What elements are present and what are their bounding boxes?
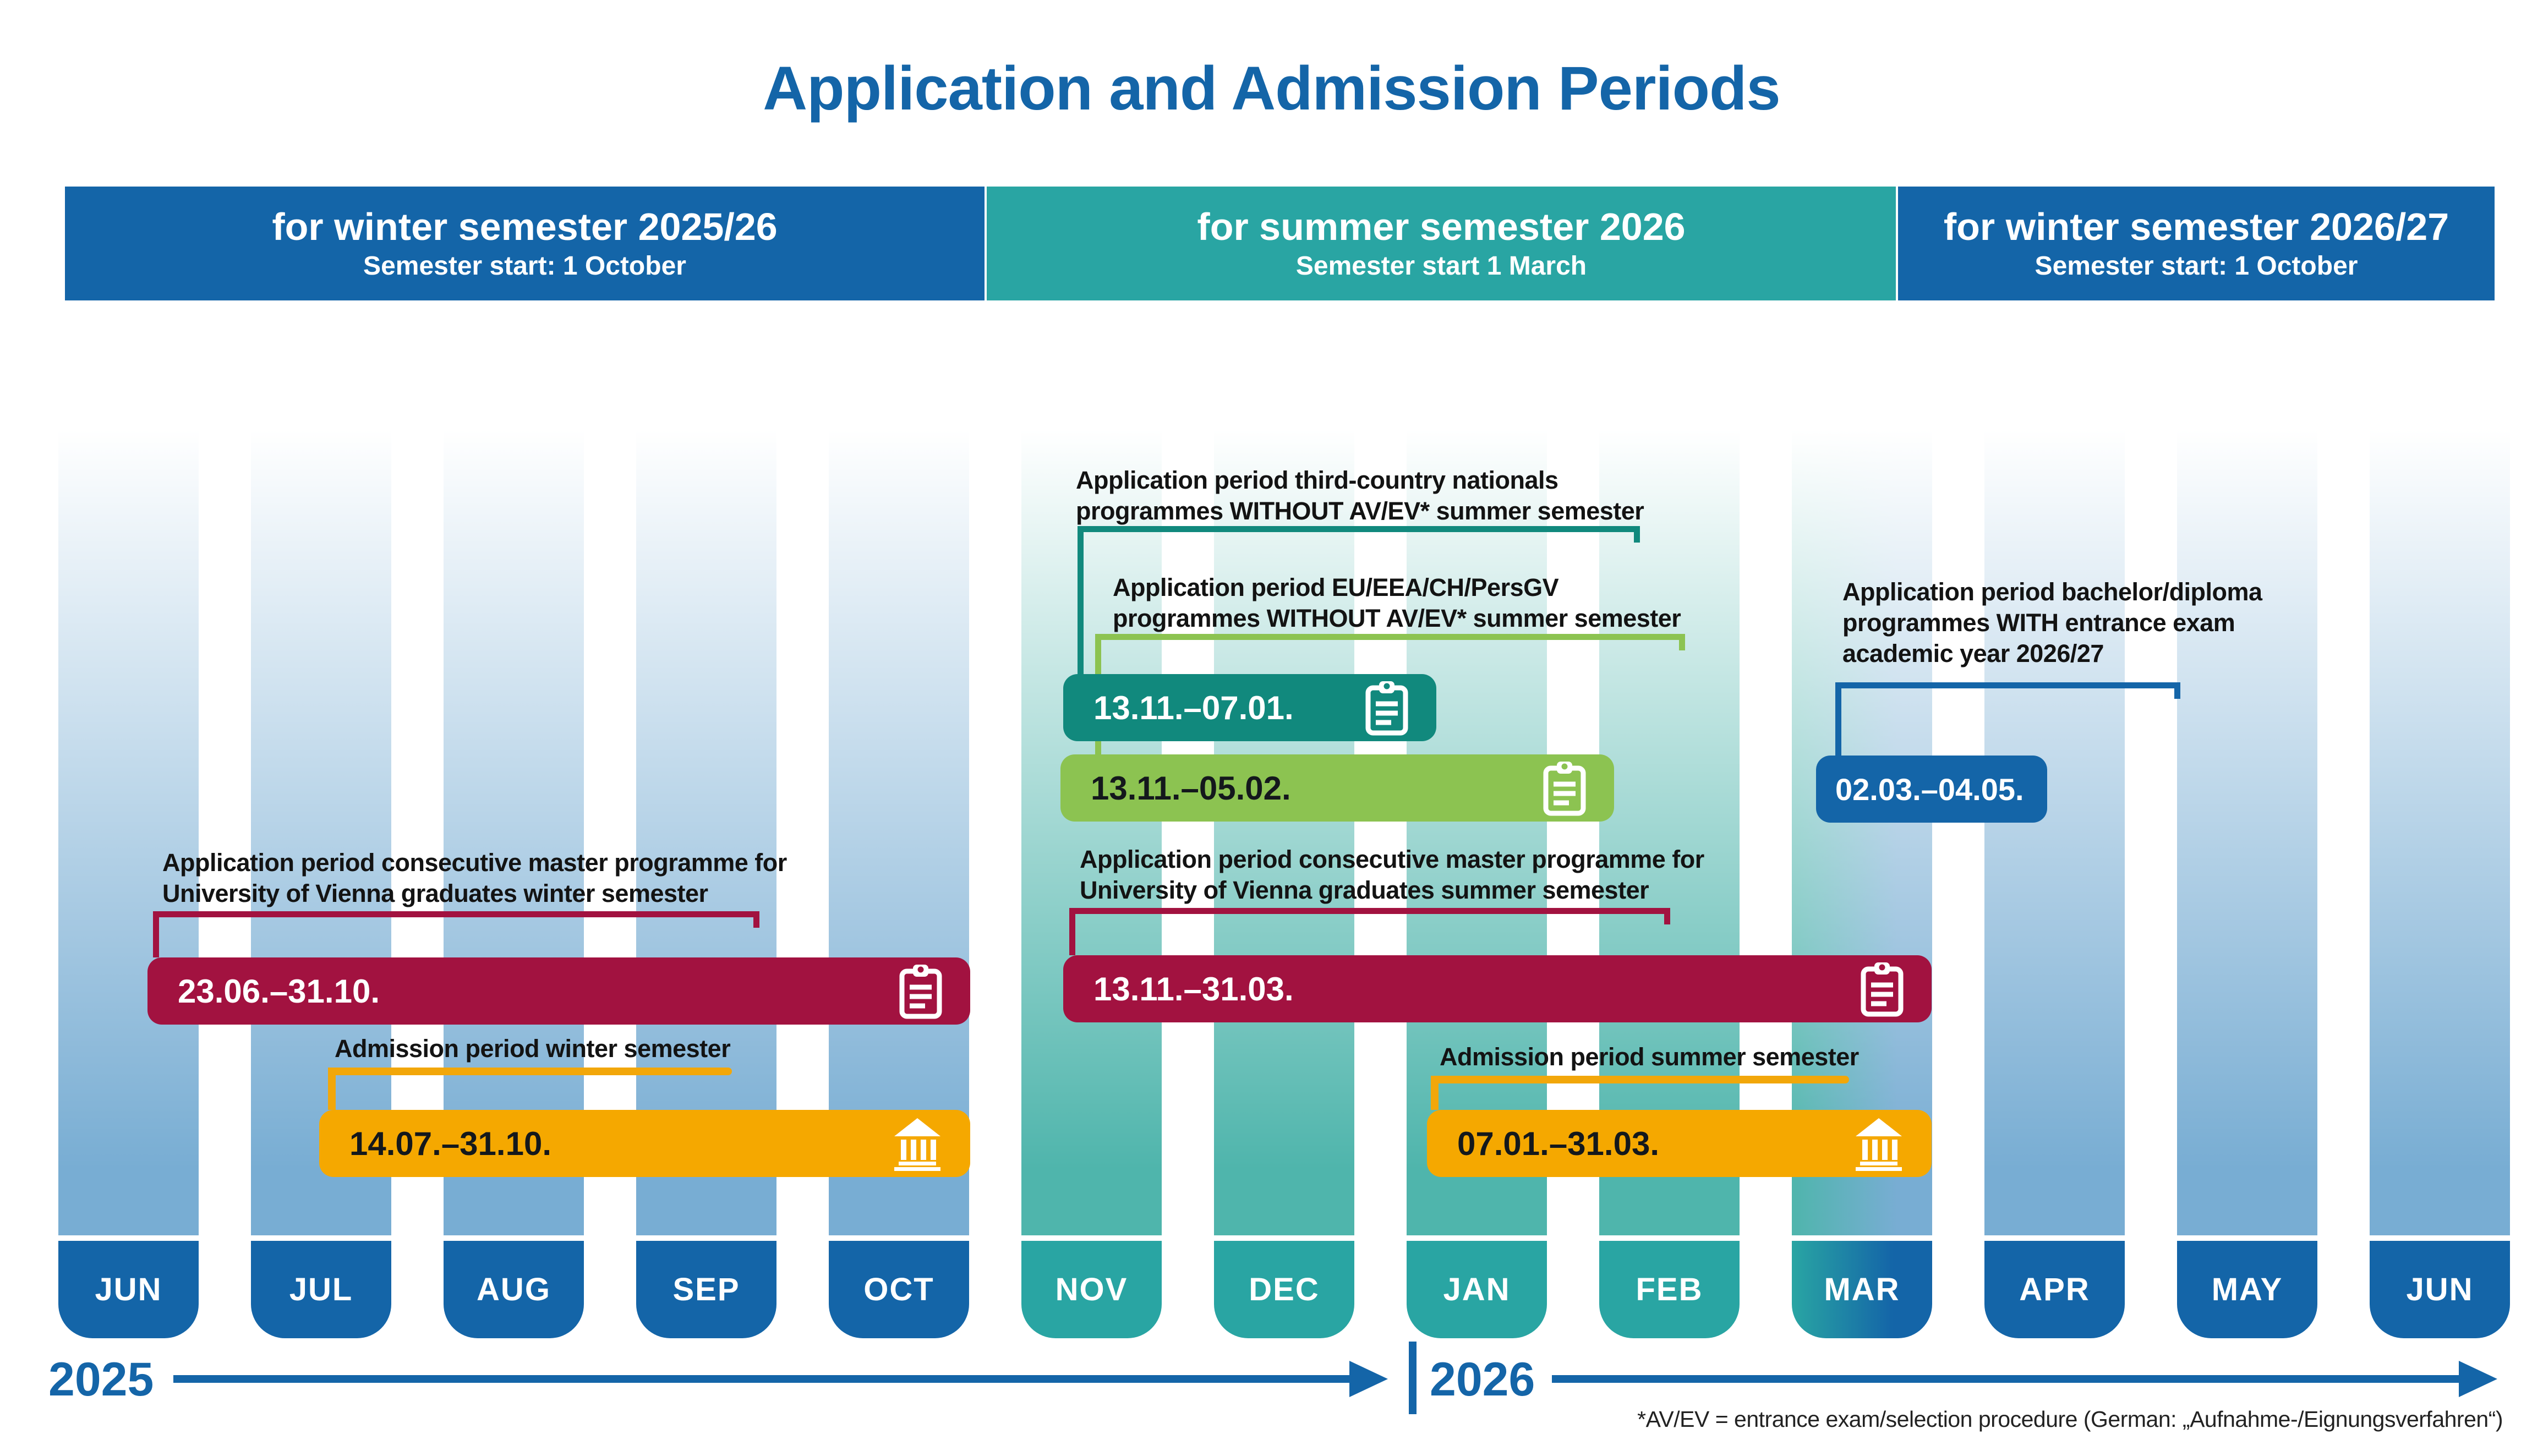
period-date: 07.01.–31.03. [1457, 1125, 1660, 1162]
month-tab-may: MAY [2177, 1241, 2317, 1338]
connector-line [1069, 908, 1075, 955]
month-tab-nov: NOV [1021, 1241, 1162, 1338]
month-tab-jun-2025: JUN [58, 1241, 199, 1338]
connector-line [153, 911, 759, 917]
connector-line [1664, 908, 1670, 924]
connector-line [328, 1068, 336, 1110]
arrowhead-icon [1349, 1361, 1388, 1397]
year-divider-line [1409, 1342, 1417, 1414]
label-admission-winter-period: Admission period winter semester [335, 1034, 731, 1063]
university-building-icon [1856, 1118, 1902, 1171]
month-tab-jan: JAN [1407, 1241, 1547, 1338]
university-building-icon [894, 1118, 940, 1171]
connector-line [1835, 682, 1841, 757]
connector-line [1078, 526, 1084, 674]
year-label-2026: 2026 [1430, 1353, 1535, 1406]
period-date: 13.11.–05.02. [1091, 769, 1291, 807]
clipboard-icon [1365, 681, 1408, 736]
bar-third-country-period: 13.11.–07.01. [1063, 674, 1436, 741]
month-column [829, 413, 969, 1235]
arrowhead-icon [2459, 1361, 2497, 1397]
month-tab-dec: DEC [1214, 1241, 1354, 1338]
bar-eu-eea-period: 13.11.–05.02. [1060, 754, 1614, 822]
connector-line [1431, 1076, 1439, 1110]
bar-admission-winter-period: 14.07.–31.10. [319, 1110, 970, 1177]
timeline-arrow-2025 [173, 1375, 1351, 1383]
month-column [2370, 413, 2510, 1235]
month-column [251, 413, 391, 1235]
month-column [2177, 413, 2317, 1235]
label-bachelor-exam-period: Application period bachelor/diploma prog… [1842, 578, 2262, 667]
header-band-winter-2025-26: for winter semester 2025/26 Semester sta… [65, 187, 985, 300]
period-date: 14.07.–31.10. [349, 1125, 552, 1162]
connector-line [153, 911, 159, 957]
year-label-2025: 2025 [48, 1353, 154, 1406]
page-title: Application and Admission Periods [763, 54, 1780, 123]
month-tab-sep: SEP [636, 1241, 776, 1338]
timeline-arrow-2026 [1552, 1375, 2460, 1383]
connector-line [328, 1068, 732, 1075]
connector-line [1679, 634, 1685, 650]
month-column [1407, 413, 1547, 1235]
bar-master-winter-period: 23.06.–31.10. [147, 957, 970, 1025]
period-date: 23.06.–31.10. [178, 972, 380, 1010]
connector-line [1431, 1076, 1849, 1083]
label-third-country-period: Application period third-country nationa… [1076, 466, 1644, 525]
clipboard-icon [1543, 762, 1586, 816]
header-band-winter-2026-27: for winter semester 2026/27 Semester sta… [1898, 187, 2495, 300]
bar-bachelor-exam-period: 02.03.–04.05. [1816, 756, 2047, 823]
band-title: for winter semester 2025/26 [272, 205, 778, 249]
month-column [636, 413, 776, 1235]
month-column [1214, 413, 1354, 1235]
band-title: for winter semester 2026/27 [1943, 205, 2449, 249]
month-tab-apr: APR [1984, 1241, 2125, 1338]
month-column [444, 413, 584, 1235]
connector-line [1078, 526, 1640, 532]
label-master-winter-period: Application period consecutive master pr… [162, 849, 787, 907]
connector-line [1069, 908, 1670, 914]
label-admission-summer-period: Admission period summer semester [1440, 1043, 1859, 1071]
band-title: for summer semester 2026 [1197, 205, 1686, 249]
label-eu-eea-period: Application period EU/EEA/CH/PersGV prog… [1113, 573, 1681, 632]
month-tab-aug: AUG [444, 1241, 584, 1338]
band-subtitle: Semester start 1 March [1295, 251, 1587, 281]
bar-admission-summer-period: 07.01.–31.03. [1427, 1110, 1932, 1177]
connector-line [753, 911, 759, 928]
month-column [1599, 413, 1740, 1235]
month-column [1792, 413, 1932, 1235]
month-tab-mar: MAR [1792, 1241, 1932, 1338]
month-column [1021, 413, 1162, 1235]
month-tab-jun-2026: JUN [2370, 1241, 2510, 1338]
band-subtitle: Semester start: 1 October [363, 251, 686, 281]
clipboard-icon [899, 965, 942, 1019]
clipboard-icon [1861, 962, 1904, 1017]
connector-line [1634, 526, 1640, 543]
connector-line [2174, 682, 2180, 699]
month-column [1984, 413, 2125, 1235]
bar-master-summer-period: 13.11.–31.03. [1063, 955, 1932, 1022]
period-date: 13.11.–31.03. [1093, 970, 1294, 1008]
connector-line [1835, 682, 2180, 688]
period-date: 13.11.–07.01. [1093, 689, 1294, 726]
month-column [58, 413, 199, 1235]
month-tab-feb: FEB [1599, 1241, 1740, 1338]
connector-line [1095, 634, 1685, 640]
footnote-av-ev: *AV/EV = entrance exam/selection procedu… [1637, 1406, 2503, 1432]
header-band-summer-2026: for summer semester 2026 Semester start … [987, 187, 1896, 300]
month-tab-oct: OCT [829, 1241, 969, 1338]
period-date: 02.03.–04.05. [1835, 771, 2024, 807]
month-tab-jul: JUL [251, 1241, 391, 1338]
label-master-summer-period: Application period consecutive master pr… [1080, 845, 1704, 904]
band-subtitle: Semester start: 1 October [2035, 251, 2358, 281]
